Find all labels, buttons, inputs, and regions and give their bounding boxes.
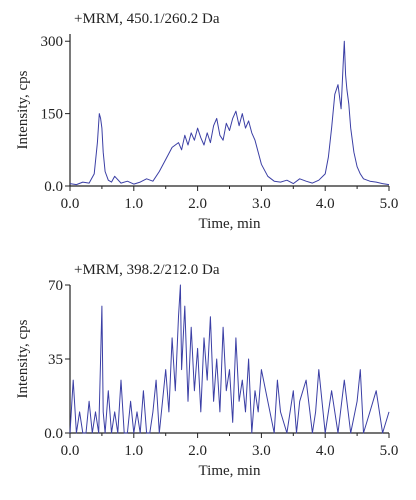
series-line <box>69 40 390 186</box>
x-tick-label: 5.0 <box>380 443 399 459</box>
y-axis-label: Intensity, cps <box>15 319 31 398</box>
x-axis-label: Time, min <box>199 463 261 479</box>
x-tick-label: 3.0 <box>252 196 271 212</box>
x-tick-label: 1.0 <box>124 443 143 459</box>
y-tick-label: 300 <box>41 34 64 50</box>
x-tick-label: 2.0 <box>188 443 207 459</box>
x-tick-label: 4.0 <box>316 196 335 212</box>
chart-title: +MRM, 450.1/260.2 Da <box>74 11 220 27</box>
y-tick-label: 35 <box>48 352 63 368</box>
x-axis-label: Time, min <box>199 216 261 232</box>
x-tick-label: 2.0 <box>188 196 207 212</box>
y-axis-label: Intensity, cps <box>15 70 31 149</box>
chart-panel-bottom: +MRM, 398.2/212.0 Da 0.0 1.0 2.0 3.0 4.0 5.0 0.… <box>15 262 398 479</box>
chart-title: +MRM, 398.2/212.0 Da <box>74 262 220 278</box>
series-line <box>69 284 390 434</box>
x-tick-label: 0.0 <box>61 443 80 459</box>
x-tick-label: 1.0 <box>124 196 143 212</box>
y-tick-label: 150 <box>41 107 64 123</box>
x-tick-label: 4.0 <box>316 443 335 459</box>
chart-panel-top: +MRM, 450.1/260.2 Da 0.0 1.0 2.0 3.0 4.0 5.0 0.… <box>15 11 398 232</box>
x-tick-label: 5.0 <box>380 196 399 212</box>
y-tick-label: 0.0 <box>44 426 63 442</box>
y-tick-label: 0.0 <box>44 179 63 195</box>
x-tick-label: 0.0 <box>61 196 80 212</box>
x-tick-label: 3.0 <box>252 443 271 459</box>
y-tick-label: 70 <box>48 278 63 294</box>
